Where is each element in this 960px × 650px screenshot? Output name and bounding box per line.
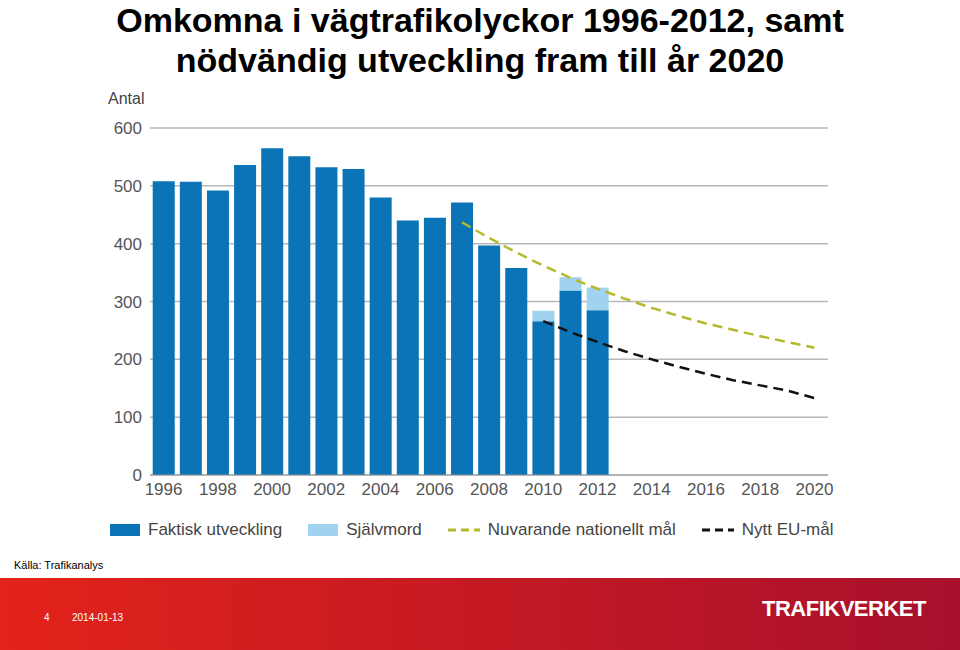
svg-text:600: 600	[114, 119, 142, 138]
svg-text:2020: 2020	[796, 480, 834, 499]
svg-text:2002: 2002	[307, 480, 345, 499]
svg-text:2018: 2018	[741, 480, 779, 499]
html-text:Nuvarande nationellt mål: Nuvarande nationellt mål	[487, 520, 676, 539]
svg-text:300: 300	[114, 293, 142, 312]
svg-text:2016: 2016	[687, 480, 725, 499]
html-text:TRAFIKVERKET: TRAFIKVERKET	[762, 596, 926, 621]
svg-text:2014: 2014	[633, 480, 671, 499]
svg-text:200: 200	[114, 350, 142, 369]
svg-text:2004: 2004	[362, 480, 400, 499]
html-text:4: 4	[44, 612, 50, 623]
svg-text:0: 0	[133, 466, 142, 485]
svg-text:100: 100	[114, 408, 142, 427]
svg-text:2012: 2012	[579, 480, 617, 499]
svg-text:500: 500	[114, 177, 142, 196]
html-text:Antal: Antal	[108, 90, 145, 107]
svg-text:400: 400	[114, 235, 142, 254]
svg-text:1996: 1996	[145, 480, 183, 499]
html-text:Nytt EU-mål: Nytt EU-mål	[741, 520, 834, 539]
html-text:Omkomna i vägtrafikolyckor 199: Omkomna i vägtrafikolyckor 1996-2012, sa…	[116, 1, 844, 79]
svg-text:2000: 2000	[253, 480, 291, 499]
svg-text:2006: 2006	[416, 480, 454, 499]
svg-text:2010: 2010	[524, 480, 562, 499]
svg-text:1998: 1998	[199, 480, 237, 499]
html-text:Självmord: Självmord	[346, 520, 422, 539]
html-text:2014-01-13: 2014-01-13	[72, 612, 124, 623]
html-text:Källa: Trafikanalys: Källa: Trafikanalys	[14, 559, 104, 571]
svg-text:2008: 2008	[470, 480, 508, 499]
html-text:Faktisk utveckling: Faktisk utveckling	[148, 520, 283, 539]
